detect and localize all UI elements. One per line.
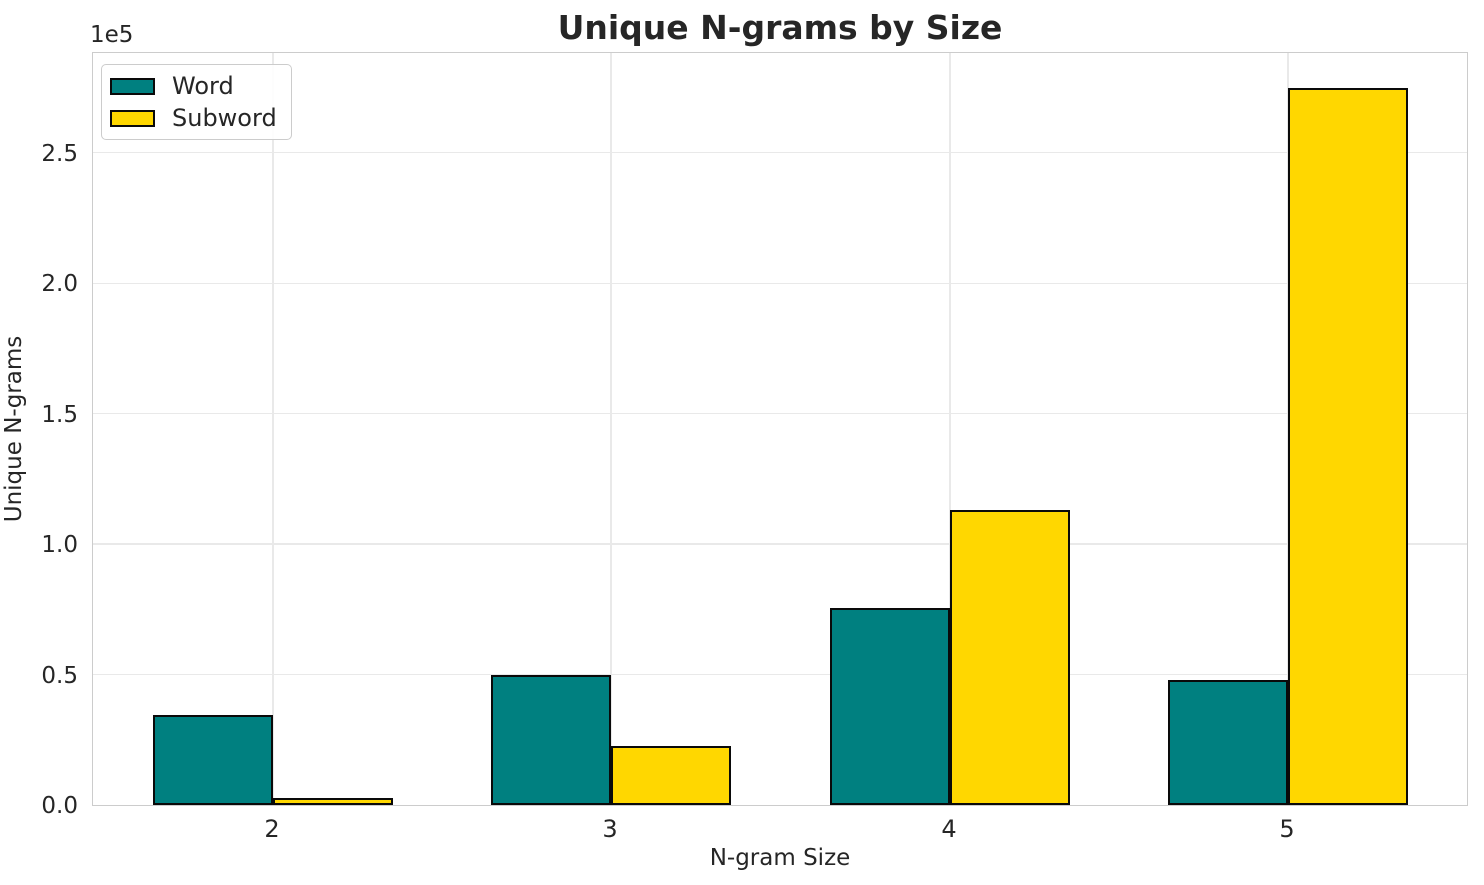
- legend-swatch-subword: [110, 109, 155, 127]
- bar-subword-5: [1288, 87, 1408, 805]
- chart-title: Unique N-grams by Size: [557, 8, 1003, 47]
- gridline-y-1.5: [93, 412, 1467, 415]
- gridline-x-5: [1287, 53, 1289, 805]
- y-axis-label: Unique N-grams: [1, 335, 27, 523]
- bar-subword-2: [273, 797, 393, 805]
- bar-subword-3: [611, 746, 731, 805]
- y-axis-offset-label: 1e5: [90, 22, 134, 48]
- bar-word-4: [830, 608, 950, 805]
- bar-subword-4: [950, 510, 1070, 805]
- x-axis-label: N-gram Size: [709, 845, 851, 871]
- xtick-label-3: 3: [602, 815, 618, 843]
- ytick-label-2.5: 2.5: [41, 140, 78, 167]
- gridline-x-2: [272, 53, 274, 805]
- ytick-label-1.0: 1.0: [41, 532, 78, 559]
- ytick-label-0.0: 0.0: [41, 793, 78, 819]
- legend-item-subword: Subword: [110, 106, 277, 130]
- gridline-y-0.5: [93, 673, 1467, 676]
- ytick-label-2.0: 2.0: [41, 271, 78, 298]
- ytick-label-1.5: 1.5: [41, 401, 78, 428]
- bar-word-3: [491, 674, 611, 805]
- xtick-label-2: 2: [264, 815, 280, 843]
- legend-label-word: Word: [172, 72, 234, 100]
- xtick-label-5: 5: [1279, 815, 1295, 843]
- gridline-y-2.5: [93, 152, 1467, 154]
- gridline-y-2.0: [93, 282, 1467, 284]
- bar-word-5: [1168, 679, 1288, 805]
- plot-area: Word Subword: [92, 52, 1468, 806]
- legend-label-subword: Subword: [172, 104, 277, 132]
- legend: Word Subword: [101, 64, 292, 140]
- xtick-label-4: 4: [941, 815, 957, 843]
- legend-item-word: Word: [110, 74, 277, 98]
- gridline-y-1.0: [93, 543, 1467, 545]
- gridline-x-4: [949, 53, 951, 805]
- ytick-label-0.5: 0.5: [41, 662, 78, 689]
- legend-swatch-word: [110, 77, 155, 95]
- gridline-x-3: [610, 53, 612, 805]
- bar-word-2: [153, 715, 273, 805]
